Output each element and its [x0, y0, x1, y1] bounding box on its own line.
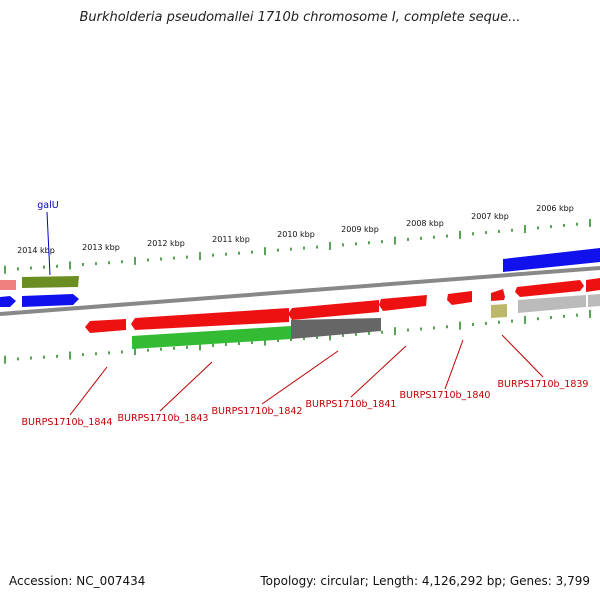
scale-label: 2006 kbp [536, 204, 574, 213]
gene-label-1842: BURPS1710b_1842 [212, 406, 303, 417]
gene-red-small[interactable] [491, 289, 505, 301]
gene-label-galU: galU [37, 200, 58, 211]
genome-summary: Topology: circular; Length: 4,126,292 bp… [260, 574, 590, 588]
gene-BURPS1710b_1840[interactable] [447, 291, 472, 305]
gene-blue-left[interactable] [0, 296, 16, 307]
accession-text: Accession: NC_007434 [9, 574, 146, 588]
scale-label: 2007 kbp [471, 212, 509, 221]
gene-label-1844: BURPS1710b_1844 [22, 417, 113, 428]
scale-label: 2008 kbp [406, 219, 444, 228]
gene-blue-right[interactable] [503, 248, 600, 272]
connector-1844 [69, 366, 108, 416]
map-title: Burkholderia pseudomallei 1710b chromoso… [79, 10, 521, 25]
gene-label-1841: BURPS1710b_1841 [306, 399, 397, 410]
gene-green[interactable] [132, 326, 291, 349]
scale-label: 2012 kbp [147, 239, 185, 248]
scale-label: 2013 kbp [82, 243, 120, 252]
scale-label: 2011 kbp [212, 235, 250, 244]
scale-ticks-bottom [4, 309, 591, 364]
gene-label-1843: BURPS1710b_1843 [118, 413, 209, 424]
connector-1840 [444, 339, 464, 390]
scale-ticks-top [4, 218, 591, 274]
scale-label: 2009 kbp [341, 225, 379, 234]
connector-1842 [261, 350, 339, 405]
gene-BURPS1710b_1842-red[interactable] [288, 300, 379, 320]
gene-pink-top[interactable] [0, 280, 16, 290]
connector-1839 [501, 334, 544, 378]
gene-red-1838[interactable] [515, 280, 584, 297]
scale-label: 2010 kbp [277, 230, 315, 239]
gene-blue-2[interactable] [22, 294, 79, 307]
gene-galU[interactable] [22, 276, 79, 288]
gene-red-edge[interactable] [586, 278, 600, 292]
galU-connector [46, 211, 51, 276]
gene-khaki[interactable] [491, 304, 507, 318]
chromosome-backbone [0, 266, 600, 316]
gene-label-1839: BURPS1710b_1839 [498, 379, 589, 390]
gene-BURPS1710b_1843[interactable] [131, 308, 289, 330]
gene-BURPS1710b_1844[interactable] [85, 319, 126, 333]
scale-label: 2014 kbp [17, 246, 55, 255]
connector-1843 [159, 361, 213, 412]
gene-gray-light-edge[interactable] [588, 294, 600, 307]
gene-BURPS1710b_1841-a[interactable] [379, 295, 427, 311]
connector-1841 [350, 345, 407, 398]
gene-label-1840: BURPS1710b_1840 [400, 390, 491, 401]
gene-dark-gray[interactable] [291, 318, 381, 339]
gene-gray-light[interactable] [518, 295, 586, 313]
